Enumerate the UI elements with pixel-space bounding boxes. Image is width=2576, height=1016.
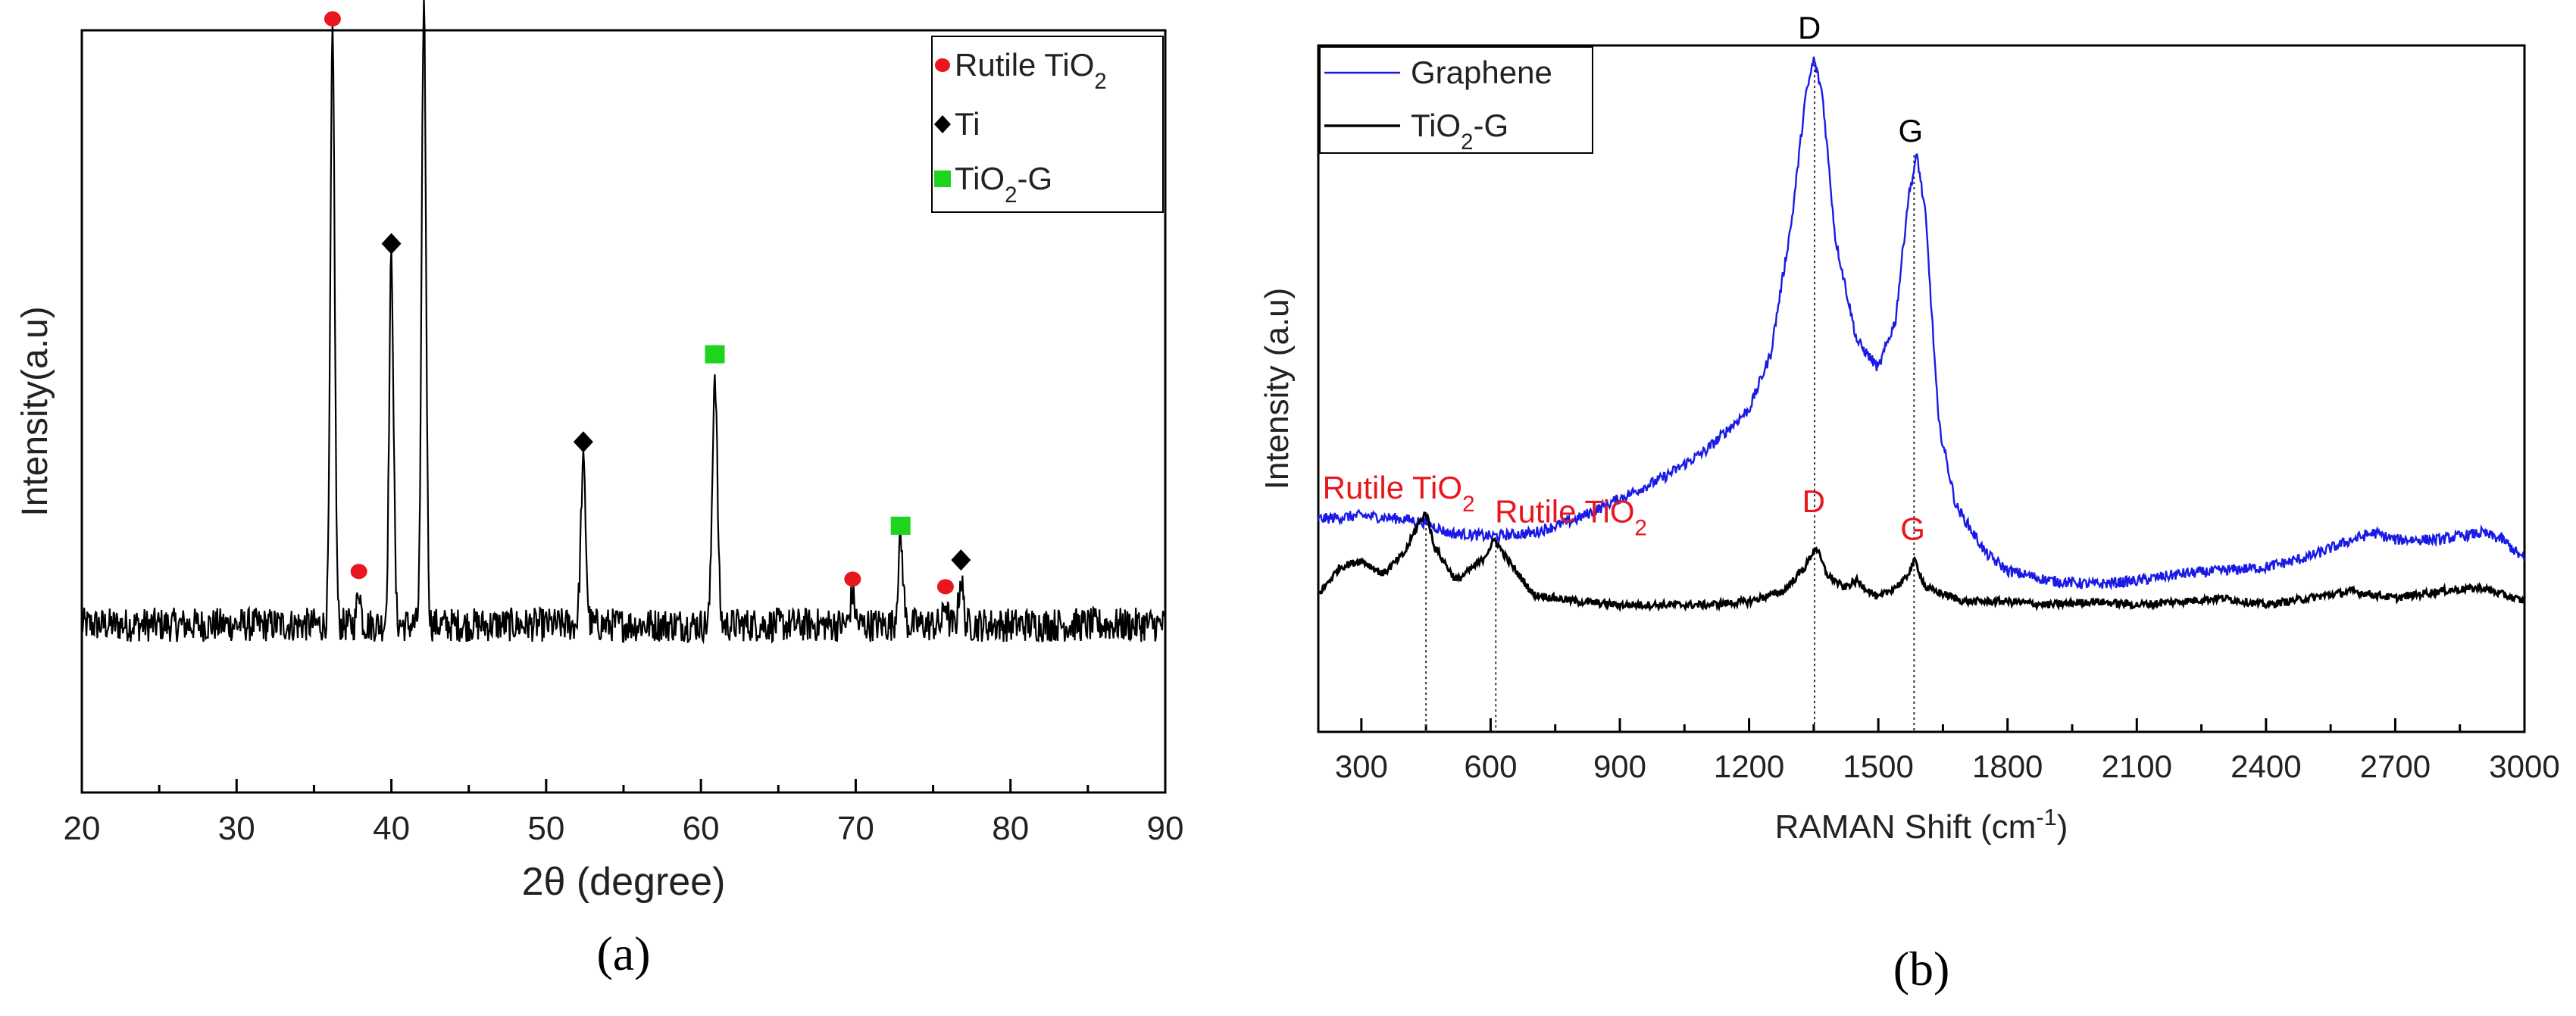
tio2-g-marker	[890, 516, 911, 535]
legend-label-b-main: TiO	[1411, 108, 1461, 143]
x-axis-label-b-sup: -1	[2036, 804, 2056, 830]
rutile-tio2-marker	[844, 571, 861, 587]
legend-square-icon	[934, 170, 951, 187]
legend-label-a-sub: 2	[1094, 69, 1106, 94]
x-axis-label-a: 2θ (degree)	[522, 860, 726, 904]
x-axis-label-b-tail: )	[2057, 808, 2068, 846]
peak-annotation-main: D	[1798, 10, 1821, 45]
ti-marker	[381, 233, 402, 255]
x-tick-label-a: 30	[218, 810, 255, 847]
x-tick-label-a: 80	[992, 810, 1029, 847]
x-tick-label-b: 2100	[2102, 749, 2172, 784]
ti-marker	[573, 431, 593, 453]
x-tick-label-b: 1500	[1843, 749, 1913, 784]
legend-box-a	[931, 36, 1164, 213]
peak-annotation-main: D	[1802, 483, 1825, 519]
x-tick-label-b: 3000	[2489, 749, 2559, 784]
x-tick-label-b: 300	[1335, 749, 1388, 784]
rutile-tio2-marker	[324, 11, 341, 27]
x-axis-label-b: RAMAN Shift (cm-1)	[1775, 804, 2068, 846]
x-tick-label-a: 70	[837, 810, 874, 847]
panel-a-xrd: 20 30 40 50 60 70 80 90 2θ (degree) Intensity(a.u…	[15, 0, 1183, 980]
x-tick-label-b: 2700	[2360, 749, 2431, 784]
legend-label-a-main: TiO	[955, 161, 1005, 196]
x-tick-label-b: 2400	[2231, 749, 2301, 784]
x-axis-label-b-main: RAMAN Shift (cm	[1775, 808, 2037, 846]
panel-b-raman: 300 600 900 1200 1500 1800 2100 2400 2700 3000 RAM…	[1258, 10, 2560, 996]
y-axis-label-b: Intensity (a.u)	[1258, 288, 1296, 490]
peak-annotation-sub: 2	[1462, 491, 1474, 516]
tio2-g-marker	[705, 345, 725, 364]
x-tick-label-a: 60	[683, 810, 720, 847]
legend-label-b-sub: 2	[1461, 130, 1473, 155]
legend-label-a: Rutile TiO2	[955, 47, 1107, 94]
x-tick-label-b: 900	[1593, 749, 1646, 784]
peak-annotation-main: G	[1900, 511, 1925, 546]
legend-label-a-main: Ti	[955, 106, 980, 142]
plot-frame-b	[1317, 44, 2526, 733]
legend-label-a: Ti	[955, 106, 980, 142]
peak-annotation: Rutile TiO2	[1495, 494, 1647, 541]
legend-label-b-suffix: -G	[1473, 108, 1508, 143]
panel-caption-a: (a)	[596, 927, 650, 980]
peak-annotation-main: Rutile TiO	[1495, 494, 1634, 530]
x-tick-label-a: 50	[527, 810, 564, 847]
panel-caption-b: (b)	[1893, 942, 1950, 996]
legend-label-b-main: Graphene	[1411, 55, 1552, 90]
x-tick-label-a: 20	[64, 810, 101, 847]
legend-box-b	[1319, 46, 1593, 154]
legend-label-a-sub: 2	[1005, 183, 1017, 208]
peak-annotation: D	[1798, 10, 1821, 45]
legend-circle-icon	[935, 58, 950, 72]
peak-annotation-main: Rutile TiO	[1323, 470, 1462, 505]
x-tick-label-b: 600	[1464, 749, 1517, 784]
rutile-tio2-marker	[350, 564, 367, 580]
legend-diamond-icon	[934, 115, 951, 133]
graphene-series-line	[1317, 56, 2526, 591]
legend-label-b: TiO2-G	[1411, 108, 1508, 155]
peak-annotation-main: G	[1898, 113, 1923, 148]
peak-annotation: D	[1802, 483, 1825, 519]
legend-label-a-suffix: -G	[1017, 161, 1052, 196]
x-tick-label-b: 1800	[1972, 749, 2043, 784]
x-tick-label-a: 90	[1147, 810, 1184, 847]
legend-label-a: TiO2-G	[955, 161, 1052, 208]
x-tick-label-b: 1200	[1714, 749, 1784, 784]
x-tick-label-a: 40	[373, 810, 410, 847]
rutile-tio2-marker	[936, 579, 954, 595]
legend-label-a-main: Rutile TiO	[955, 47, 1094, 83]
peak-annotation: Rutile TiO2	[1323, 470, 1475, 517]
tio2-g-series-line	[1317, 511, 2526, 613]
peak-annotation-sub: 2	[1635, 515, 1647, 540]
y-axis-label-a: Intensity(a.u)	[15, 306, 55, 516]
xrd-series-line	[80, 0, 1166, 645]
peak-annotation: G	[1900, 511, 1925, 546]
peak-annotation: G	[1898, 113, 1923, 148]
legend-label-b: Graphene	[1411, 55, 1552, 90]
ti-marker	[951, 549, 971, 571]
